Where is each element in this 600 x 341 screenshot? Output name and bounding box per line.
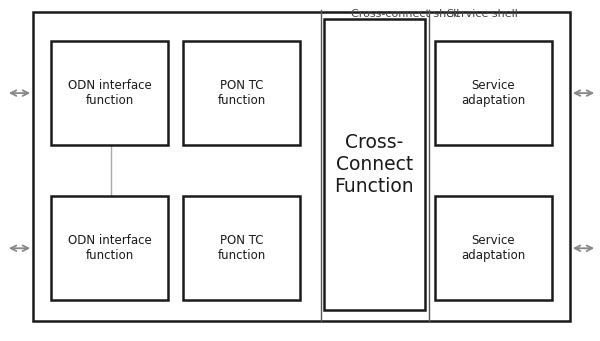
Bar: [324, 19, 425, 310]
Text: Cross-
Connect
Function: Cross- Connect Function: [335, 133, 414, 196]
Text: ODN interface
function: ODN interface function: [68, 234, 151, 262]
Bar: [51, 196, 168, 300]
Bar: [51, 41, 168, 145]
Text: Service
adaptation: Service adaptation: [461, 234, 526, 262]
Bar: [183, 41, 300, 145]
Text: ODN interface
function: ODN interface function: [68, 79, 151, 107]
Bar: [435, 196, 552, 300]
Text: PON TC
function: PON TC function: [217, 79, 266, 107]
Bar: [183, 196, 300, 300]
Bar: [435, 41, 552, 145]
Text: Cross-connect shell: Cross-connect shell: [351, 9, 460, 19]
Text: Service shell: Service shell: [447, 9, 518, 19]
Text: Service
adaptation: Service adaptation: [461, 79, 526, 107]
Text: PON TC
function: PON TC function: [217, 234, 266, 262]
Bar: [33, 12, 570, 321]
